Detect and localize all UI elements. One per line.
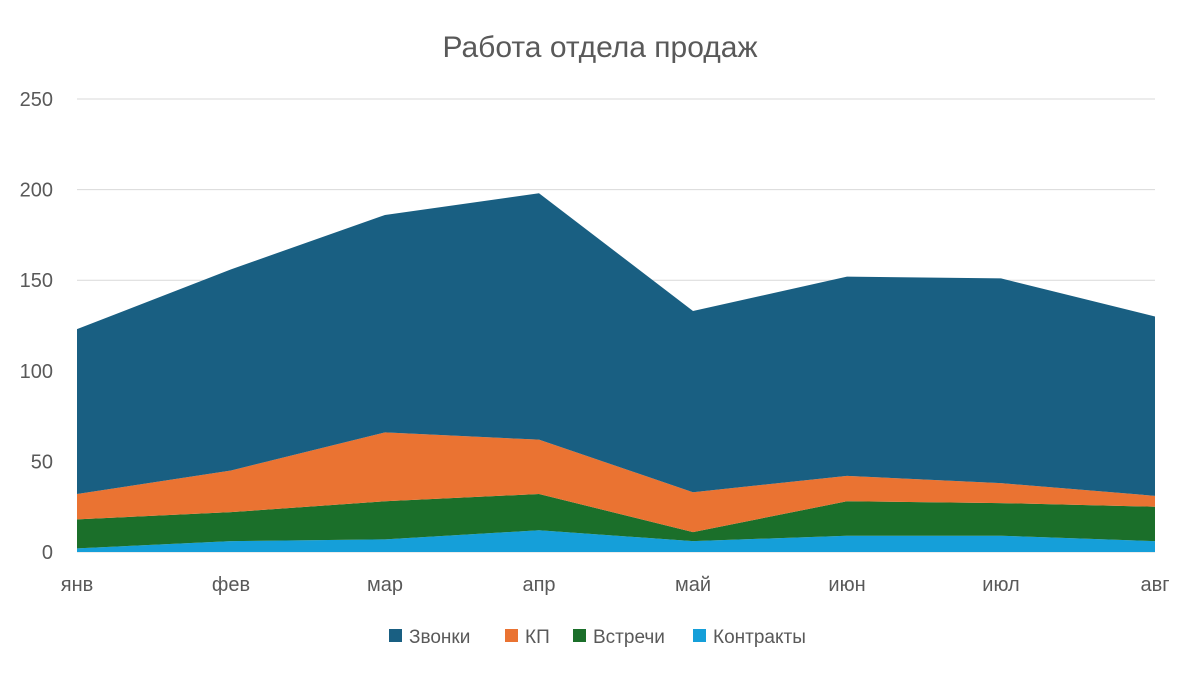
- y-tick-label: 150: [20, 270, 53, 292]
- x-tick-label: фев: [212, 574, 250, 596]
- legend-swatch: [505, 629, 518, 642]
- chart-title: Работа отдела продаж: [442, 31, 757, 64]
- y-tick-label: 0: [42, 542, 53, 564]
- area-series: [77, 494, 1155, 549]
- area-series: [77, 193, 1155, 496]
- legend-label: КП: [525, 627, 550, 648]
- legend: Звонки КП Встречи Контракты: [389, 627, 806, 648]
- y-tick-label: 100: [20, 361, 53, 383]
- y-tick-label: 200: [20, 180, 53, 202]
- x-tick-label: авг: [1140, 574, 1169, 596]
- legend-swatch: [693, 629, 706, 642]
- area-series: [77, 432, 1155, 533]
- y-tick-label: 50: [31, 451, 53, 473]
- x-tick-label: апр: [522, 574, 555, 596]
- x-axis: янв фев мар апр май июн июл авг: [61, 574, 1170, 596]
- x-tick-label: июн: [828, 574, 865, 596]
- legend-label: Звонки: [409, 627, 470, 648]
- legend-label: Встречи: [593, 627, 665, 648]
- x-tick-label: янв: [61, 574, 94, 596]
- y-axis: 0 50 100 150 200 250: [20, 89, 53, 564]
- legend-swatch: [389, 629, 402, 642]
- legend-label: Контракты: [713, 627, 806, 648]
- y-tick-label: 250: [20, 89, 53, 111]
- x-tick-label: май: [675, 574, 711, 596]
- x-tick-label: мар: [367, 574, 403, 596]
- plot-areas: [77, 193, 1155, 552]
- legend-swatch: [573, 629, 586, 642]
- x-tick-label: июл: [982, 574, 1019, 596]
